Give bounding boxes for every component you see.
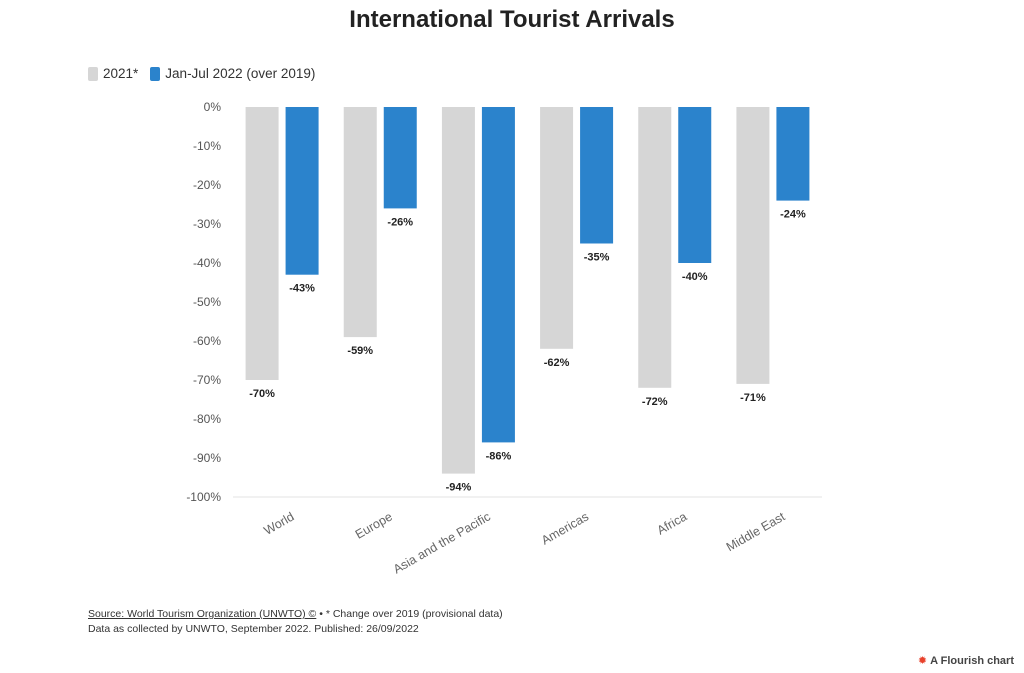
bar (441, 107, 475, 474)
legend: 2021* Jan-Jul 2022 (over 2019) (88, 66, 327, 81)
y-tick-label: -100% (186, 490, 221, 504)
flourish-label: A Flourish chart (930, 654, 1014, 667)
data-label: -62% (544, 357, 570, 369)
y-tick-label: -50% (193, 295, 221, 309)
chart-title: International Tourist Arrivals (349, 6, 675, 33)
bar (343, 107, 377, 338)
data-label: -94% (446, 482, 472, 494)
y-tick-label: -20% (193, 178, 221, 192)
source-note: • * Change over 2019 (provisional data) (316, 608, 503, 620)
x-category-label: Middle East (724, 509, 788, 554)
bar (580, 107, 614, 244)
x-category-label: Americas (539, 509, 591, 547)
legend-swatch-2021 (88, 66, 98, 81)
bar (736, 107, 770, 384)
x-category-label: Europe (353, 509, 395, 541)
source-link[interactable]: Source: World Tourism Organization (UNWT… (88, 608, 317, 620)
bar (678, 107, 712, 263)
y-tick-label: -60% (193, 334, 221, 348)
flourish-credit[interactable]: ✹ A Flourish chart (917, 654, 1014, 668)
legend-item-2022[interactable]: Jan-Jul 2022 (over 2019) (150, 66, 315, 81)
bar (245, 107, 279, 380)
footer: Source: World Tourism Organization (UNWT… (88, 607, 503, 637)
bar (540, 107, 574, 349)
data-label: -86% (486, 450, 512, 462)
data-label: -40% (682, 271, 708, 283)
data-label: -72% (642, 396, 668, 408)
bar (481, 107, 515, 443)
data-label: -35% (584, 252, 610, 264)
y-tick-label: -40% (193, 256, 221, 270)
x-category-label: Asia and the Pacific (391, 509, 493, 576)
data-label: -26% (387, 216, 413, 228)
y-tick-label: -90% (193, 451, 221, 465)
x-category-label: Africa (655, 509, 690, 537)
flourish-logo-icon: ✹ (917, 655, 928, 667)
data-label: -71% (740, 392, 766, 404)
footer-line2: Data as collected by UNWTO, September 20… (88, 623, 419, 635)
data-label: -59% (347, 345, 373, 357)
legend-label-2022: Jan-Jul 2022 (over 2019) (165, 66, 316, 81)
bar (383, 107, 417, 209)
bar-chart: 0% -10% -20% -30% -40% -50% -60% -70% -80% -90% -1… (186, 100, 822, 576)
data-label: -70% (249, 388, 275, 400)
y-tick-label: -70% (193, 373, 221, 387)
y-tick-label: -80% (193, 412, 221, 426)
data-label: -24% (780, 209, 806, 221)
y-tick-label: -30% (193, 217, 221, 231)
legend-swatch-2022 (150, 66, 161, 81)
bar (285, 107, 319, 275)
data-label: -43% (289, 283, 315, 295)
bar (638, 107, 672, 388)
bar (776, 107, 810, 201)
y-tick-label: -10% (193, 139, 221, 153)
legend-label-2021: 2021* (103, 66, 139, 81)
x-category-label: World (262, 509, 297, 537)
y-tick-label: 0% (204, 100, 222, 114)
legend-item-2021[interactable]: 2021* (88, 66, 138, 81)
